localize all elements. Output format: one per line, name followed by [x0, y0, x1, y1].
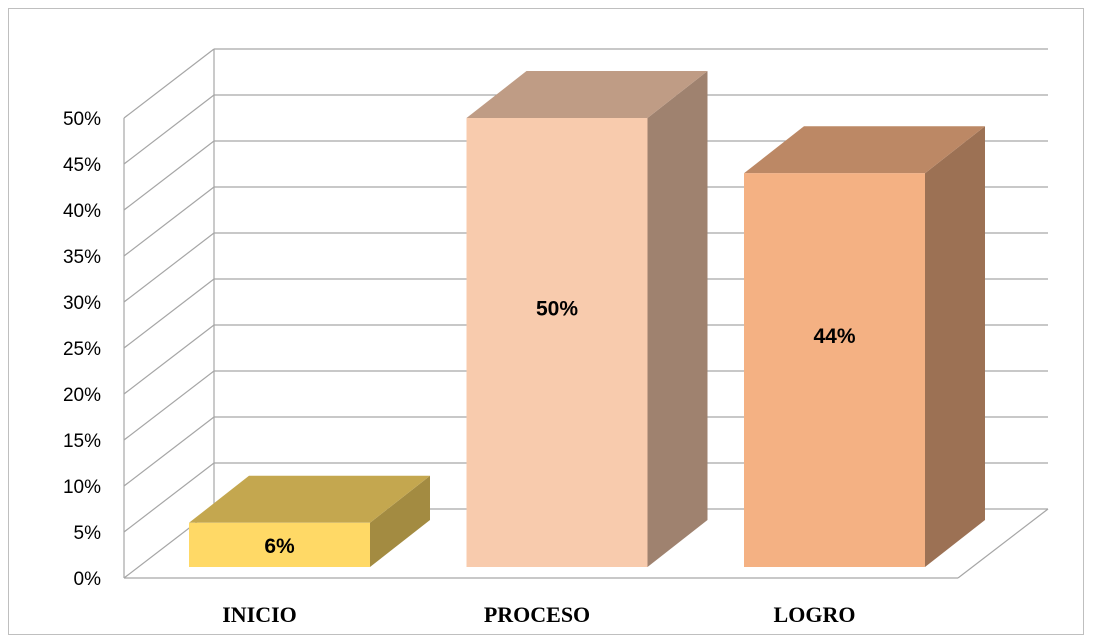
- data-label: 44%: [813, 325, 855, 348]
- bar-side-inicio: [370, 475, 430, 567]
- gridline-side-10: [123, 48, 215, 119]
- category-label: LOGRO: [774, 602, 856, 627]
- bar-side-proceso: [647, 71, 708, 567]
- gridline-side-4: [123, 324, 215, 395]
- floor-right-edge: [957, 508, 1049, 579]
- category-label: PROCESO: [484, 602, 590, 627]
- category-label: INICIO: [222, 602, 297, 627]
- y-tick-label: 30%: [63, 293, 101, 314]
- data-label: 6%: [264, 535, 295, 558]
- gridline-side-9: [123, 94, 215, 165]
- gridline-side-5: [123, 278, 215, 349]
- bar-top-proceso: [466, 71, 708, 118]
- gridline-side-8: [123, 140, 215, 211]
- gridline-side-2: [123, 416, 215, 487]
- y-tick-label: 50%: [63, 109, 101, 130]
- bar-proceso: [466, 118, 648, 567]
- y-tick-label: 20%: [63, 385, 101, 406]
- y-tick-label: 15%: [63, 431, 101, 452]
- y-tick-label: 10%: [63, 477, 101, 498]
- y-tick-label: 25%: [63, 339, 101, 360]
- y-tick-label: 40%: [63, 201, 101, 222]
- gridline-side-1: [123, 462, 215, 533]
- gridline-side-3: [123, 370, 215, 441]
- gridline-side-6: [123, 232, 215, 303]
- bar-top-inicio: [189, 475, 430, 523]
- y-tick-label: 0%: [74, 569, 102, 590]
- y-tick-label: 5%: [74, 523, 102, 544]
- gridline-side-7: [123, 186, 215, 257]
- data-label: 50%: [536, 298, 578, 321]
- y-tick-label: 45%: [63, 155, 101, 176]
- bar-top-logro: [744, 126, 985, 174]
- bar-side-logro: [925, 126, 985, 567]
- bar-logro: [744, 173, 925, 567]
- y-tick-label: 35%: [63, 247, 101, 268]
- bar-inicio: [189, 522, 370, 567]
